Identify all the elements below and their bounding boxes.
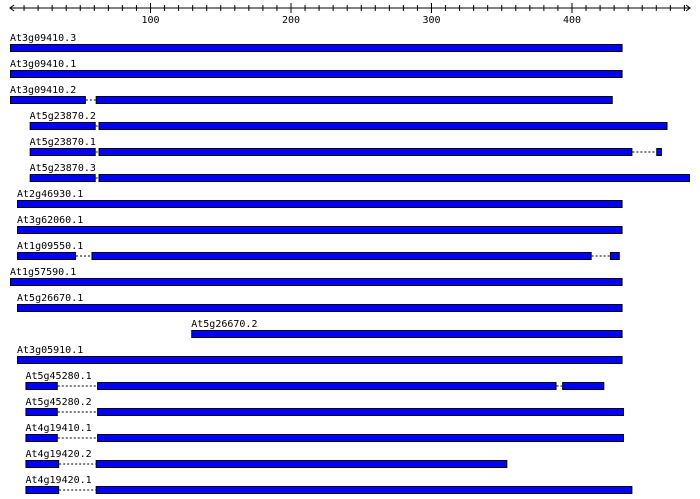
exon-segment[interactable] — [191, 330, 623, 338]
gene-label[interactable]: At4g19410.1 — [25, 423, 91, 434]
ruler-right-arrow — [685, 4, 691, 12]
ruler-tick-label: 100 — [141, 15, 159, 26]
exon-segment[interactable] — [97, 408, 624, 416]
exon-segment[interactable] — [98, 122, 668, 130]
gene-label[interactable]: At2g46930.1 — [17, 189, 83, 200]
gene-track[interactable]: At1g09550.1 — [17, 241, 620, 260]
exon-segment[interactable] — [29, 122, 96, 130]
gene-label[interactable]: At5g45280.2 — [25, 397, 91, 408]
gene-track[interactable]: At5g26670.1 — [17, 293, 623, 312]
ruler-tick-label: 400 — [563, 15, 581, 26]
gene-label[interactable]: At4g19420.2 — [25, 449, 91, 460]
gene-label[interactable]: At5g23870.1 — [30, 137, 96, 148]
gene-label[interactable]: At1g57590.1 — [10, 267, 76, 278]
exon-segment[interactable] — [656, 148, 662, 156]
exon-segment[interactable] — [10, 96, 86, 104]
exon-segment[interactable] — [29, 174, 96, 182]
exon-segment[interactable] — [10, 278, 623, 286]
gene-label[interactable]: At5g26670.1 — [17, 293, 83, 304]
gene-label[interactable]: At5g26670.2 — [191, 319, 257, 330]
gene-track[interactable]: At5g23870.1 — [29, 137, 662, 156]
exon-segment[interactable] — [98, 174, 691, 182]
exon-segment[interactable] — [17, 226, 623, 234]
gene-track[interactable]: At2g46930.1 — [17, 189, 623, 208]
exon-segment[interactable] — [17, 356, 623, 364]
gene-label[interactable]: At1g09550.1 — [17, 241, 83, 252]
gene-track[interactable]: At1g57590.1 — [10, 267, 623, 286]
gene-label[interactable]: At5g23870.2 — [30, 111, 96, 122]
gene-track[interactable]: At5g23870.3 — [29, 163, 691, 182]
gene-label[interactable]: At5g23870.3 — [30, 163, 96, 174]
gene-track[interactable]: At4g19420.1 — [25, 475, 633, 494]
exon-segment[interactable] — [17, 304, 623, 312]
exon-segment[interactable] — [25, 434, 58, 442]
ruler-left-arrow — [9, 4, 15, 12]
gene-track[interactable]: At5g26670.2 — [191, 319, 623, 338]
exon-segment[interactable] — [29, 148, 96, 156]
gene-track[interactable]: At3g05910.1 — [17, 345, 623, 364]
gene-track[interactable]: At4g19410.1 — [25, 423, 624, 442]
ruler-tick-label: 200 — [282, 15, 300, 26]
exon-segment[interactable] — [562, 382, 605, 390]
exon-segment[interactable] — [25, 408, 58, 416]
exon-segment[interactable] — [95, 460, 508, 468]
scale-ruler: 100 200 300 400 — [9, 3, 691, 26]
exon-segment[interactable] — [25, 460, 60, 468]
exon-segment[interactable] — [95, 486, 633, 494]
gene-track[interactable]: At3g09410.3 — [10, 33, 623, 52]
gene-label[interactable]: At3g09410.1 — [10, 59, 76, 70]
exon-segment[interactable] — [95, 96, 613, 104]
gene-label[interactable]: At5g45280.1 — [25, 371, 91, 382]
exon-segment[interactable] — [98, 148, 633, 156]
gene-track[interactable]: At3g09410.1 — [10, 59, 623, 78]
gene-label[interactable]: At3g09410.2 — [10, 85, 76, 96]
gene-track[interactable]: At5g23870.2 — [29, 111, 668, 130]
gene-track[interactable]: At4g19420.2 — [25, 449, 508, 468]
gene-track[interactable]: At5g45280.1 — [25, 371, 605, 390]
gene-track[interactable]: At5g45280.2 — [25, 397, 624, 416]
gene-label[interactable]: At4g19420.1 — [25, 475, 91, 486]
exon-segment[interactable] — [97, 434, 624, 442]
exon-segment[interactable] — [25, 382, 58, 390]
exon-segment[interactable] — [25, 486, 60, 494]
gene-label[interactable]: At3g09410.3 — [10, 33, 76, 44]
gene-label[interactable]: At3g62060.1 — [17, 215, 83, 226]
exon-segment[interactable] — [10, 70, 623, 78]
ruler-tick-label: 300 — [422, 15, 440, 26]
exon-segment[interactable] — [97, 382, 557, 390]
gene-label[interactable]: At3g05910.1 — [17, 345, 83, 356]
gene-track[interactable]: At3g09410.2 — [10, 85, 613, 104]
exon-segment[interactable] — [17, 252, 77, 260]
gene-track[interactable]: At3g62060.1 — [17, 215, 623, 234]
exon-segment[interactable] — [10, 44, 623, 52]
exon-segment[interactable] — [17, 200, 623, 208]
exon-segment[interactable] — [609, 252, 620, 260]
exon-segment[interactable] — [91, 252, 592, 260]
